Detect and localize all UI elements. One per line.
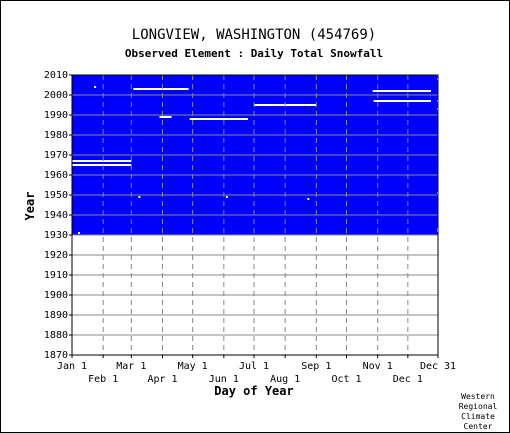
x-tick-label: Apr 1: [147, 374, 177, 385]
y-tick-label: 1990: [44, 110, 68, 121]
y-tick-label: 1980: [44, 130, 68, 141]
x-tick-label: Nov 1: [363, 361, 393, 372]
x-tick-label: Feb 1: [88, 374, 118, 385]
y-tick-label: 2000: [44, 90, 68, 101]
x-tick-label: Jun 1: [209, 374, 239, 385]
missing-point: [78, 232, 81, 234]
x-tick-label: Jan 1: [57, 361, 87, 372]
x-tick-label: Dec 31: [420, 361, 456, 372]
credit-line: Western: [461, 392, 495, 401]
y-tick-label: 1950: [44, 190, 68, 201]
chart-subtitle: Observed Element : Daily Total Snowfall: [125, 47, 383, 60]
y-tick-label: 1910: [44, 270, 68, 281]
missing-point: [94, 86, 97, 88]
x-tick-label: Jul 1: [239, 361, 269, 372]
y-tick-label: 1970: [44, 150, 68, 161]
y-axis-label: Year: [23, 192, 37, 221]
missing-segment: [72, 160, 132, 162]
missing-segment: [373, 100, 431, 102]
x-tick-label: May 1: [178, 361, 208, 372]
y-tick-label: 1900: [44, 290, 68, 301]
missing-segment: [159, 116, 172, 118]
missing-segment: [133, 88, 189, 90]
credit-line: Center: [464, 422, 493, 431]
x-axis-ticks: Jan 1 Mar 1 May 1 Jul 1 Sep 1 Nov 1 Dec 31 Feb …: [57, 355, 456, 385]
y-tick-label: 1930: [44, 230, 68, 241]
chart-title: LONGVIEW, WASHINGTON (454769): [132, 27, 376, 43]
x-tick-label: Mar 1: [116, 361, 146, 372]
y-tick-label: 1880: [44, 330, 68, 341]
x-tick-label: Dec 1: [393, 374, 423, 385]
x-tick-label: Oct 1: [331, 374, 361, 385]
missing-point: [138, 196, 141, 198]
missing-point: [225, 196, 228, 198]
credit-line: Climate: [461, 412, 495, 421]
grid-lines: [71, 74, 439, 356]
y-tick-label: 1940: [44, 210, 68, 221]
y-tick-label: 1870: [44, 350, 68, 361]
missing-segment: [372, 90, 431, 92]
missing-point: [307, 198, 310, 200]
y-tick-label: 1890: [44, 310, 68, 321]
x-tick-label: Aug 1: [270, 374, 300, 385]
x-axis-label: Day of Year: [214, 384, 293, 398]
x-tick-label: Sep 1: [301, 361, 331, 372]
missing-segment: [189, 118, 248, 120]
credit-line: Regional: [459, 402, 498, 411]
y-tick-label: 1920: [44, 250, 68, 261]
y-tick-label: 2010: [44, 70, 68, 81]
y-axis-ticks: 1870 1880 1890 1900 1910 1920 1930 1940 1950 1960…: [44, 70, 72, 361]
y-tick-label: 1960: [44, 170, 68, 181]
missing-segment: [72, 164, 132, 166]
